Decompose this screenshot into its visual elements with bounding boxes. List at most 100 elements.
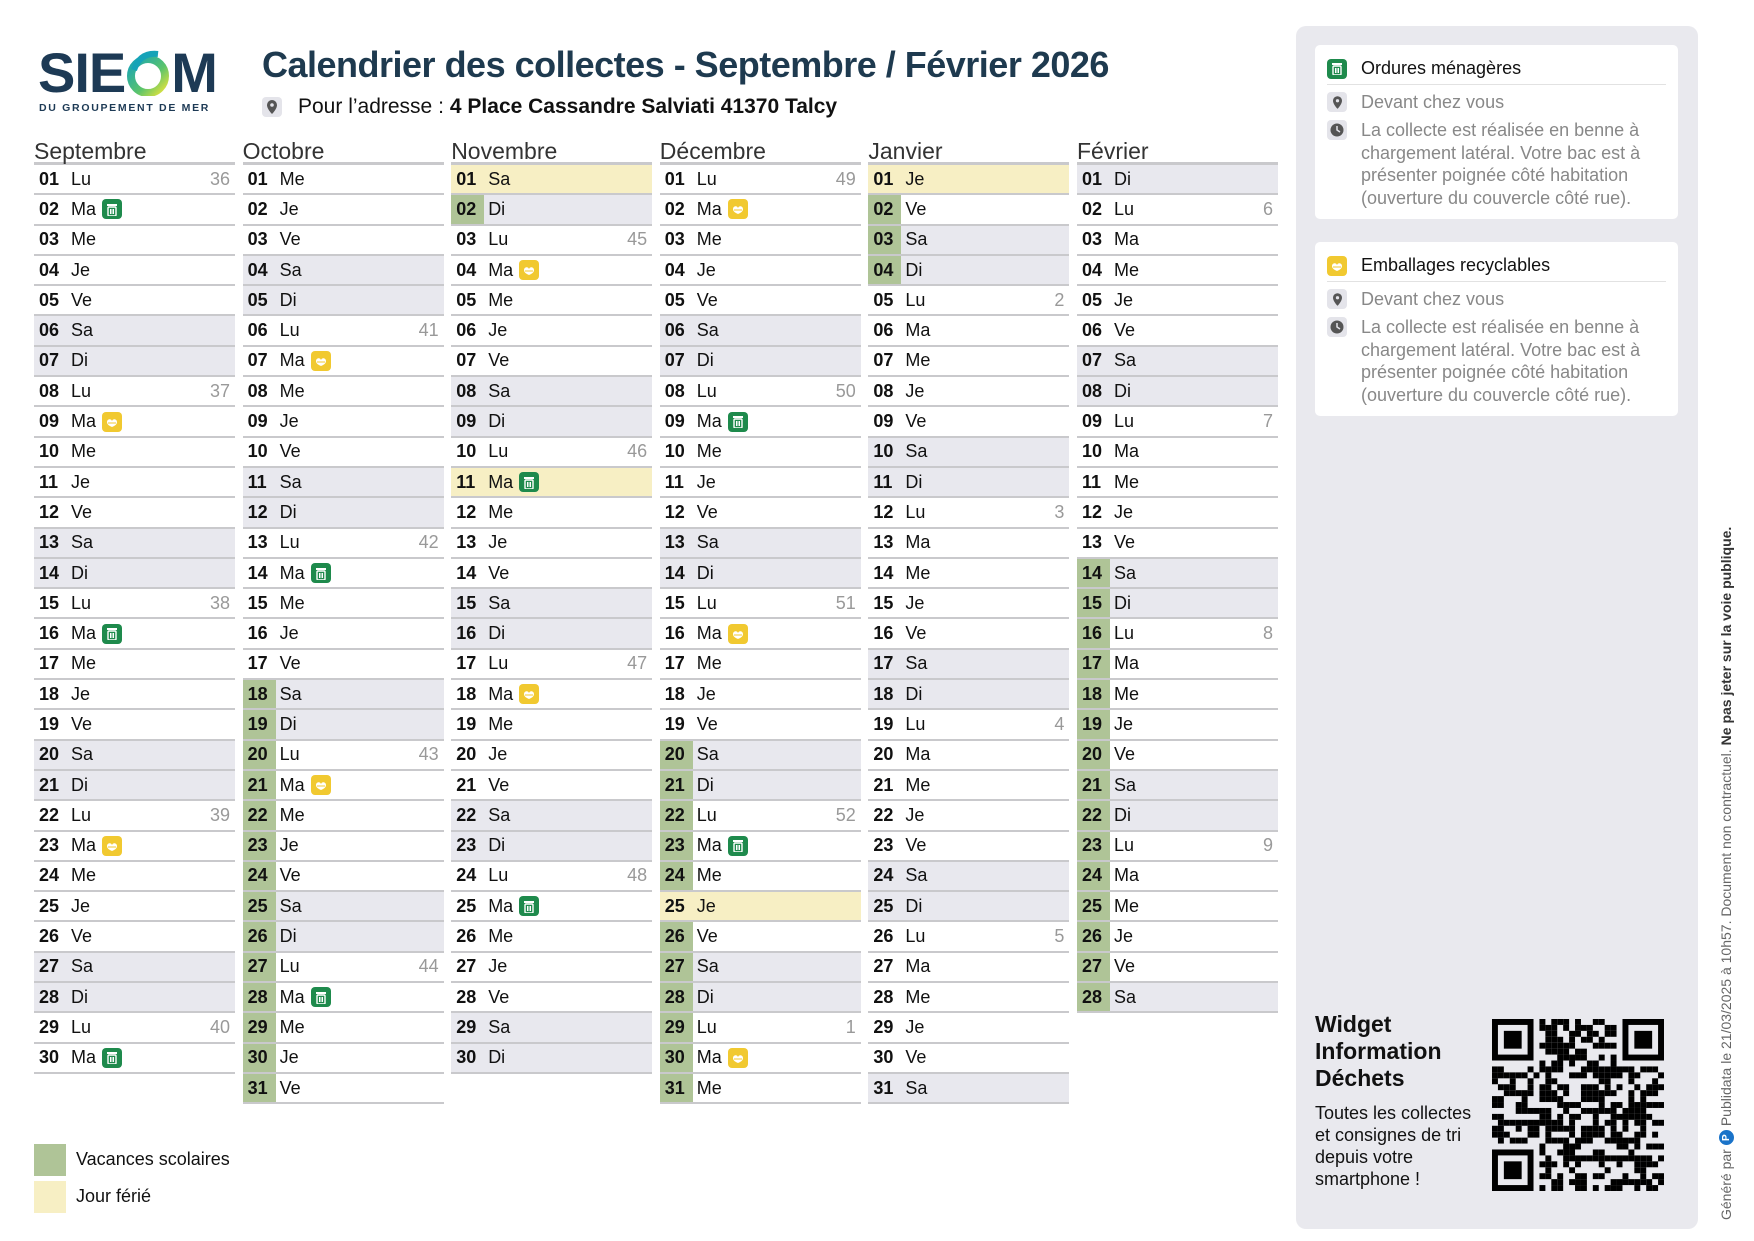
day-row: 05 Je [1077,286,1278,317]
day-number: 25 [456,895,477,916]
day-row: 09 Di [451,407,653,438]
day-number: 07 [873,350,894,371]
week-number: 43 [418,744,439,765]
day-number: 20 [873,744,894,765]
weekday-name: Sa [1114,562,1137,583]
day-number: 02 [39,198,60,219]
weekday-name: Sa [488,168,511,189]
weekday-name: Di [1114,804,1131,825]
weekday-name: Sa [905,865,928,886]
day-number: 17 [1077,649,1110,679]
day-row: 24 Ve [242,861,444,893]
day-number: 18 [456,683,477,704]
day-number: 15 [873,592,894,613]
day-number: 02 [868,195,902,224]
day-row: 14 Sa [1077,558,1278,590]
weekday-name: Di [905,895,923,916]
weekday-name: Lu [488,653,509,674]
weekday-name: Me [696,865,722,886]
week-number: 49 [835,168,856,189]
day-row: 22 Sa [451,801,653,832]
day-number: 29 [456,1016,477,1037]
day-number: 24 [456,865,477,886]
weekday-name: Me [279,168,305,189]
day-number: 26 [1077,922,1110,951]
day-number: 21 [659,770,693,800]
weekday-name: Di [488,1047,506,1068]
day-number: 28 [39,986,60,1007]
publidata-link[interactable]: Publidata [1718,1067,1734,1127]
day-number: 13 [39,532,60,553]
day-row: 26 Ve [659,922,861,953]
recycling-icon [310,775,331,796]
day-row: 19 Je [1077,710,1278,741]
day-row: 25 Sa [242,892,444,923]
day-number: 26 [456,926,477,947]
day-number: 27 [39,956,60,977]
address-label: Pour l’adresse : [298,95,444,118]
clock-icon [1327,120,1347,141]
day-row: 09 Lu 7 [1077,407,1278,438]
clock-icon [1327,317,1347,338]
day-number: 28 [1077,983,1110,1012]
day-row: 04 Di [868,255,1070,287]
day-row: 05 Di [242,286,444,317]
day-row: 25 Di [868,892,1070,923]
weekday-name: Lu [1114,623,1135,644]
day-number: 25 [242,892,276,921]
card-household-waste: Ordures ménagères Devant chez vous La co… [1315,45,1678,220]
day-number: 22 [39,804,60,825]
day-row: 28 Me [868,983,1070,1014]
day-row: 18 Je [659,680,861,711]
day-number: 29 [242,1013,276,1042]
card-title: Ordures ménagères [1361,58,1522,78]
weekday-name: Ma [488,683,514,704]
weekday-name: Ma [279,986,305,1007]
weekday-name: Ve [1114,532,1136,553]
day-row: 05 Me [451,286,653,317]
day-number: 04 [39,259,60,280]
day-number: 07 [456,350,477,371]
day-number: 20 [659,740,693,769]
day-row: 08 Je [868,377,1070,408]
weekday-name: Ve [1114,320,1136,341]
day-number: 17 [456,653,477,674]
card-location: Devant chez vous [1361,92,1505,112]
day-row: 20 Sa [659,740,861,771]
day-row: 06 Sa [34,316,235,347]
publidata-logo-icon: P [1718,1130,1734,1146]
weekday-name: Me [696,1077,722,1098]
recycling-icon [102,411,123,432]
weekday-name: Ve [279,441,301,462]
day-number: 10 [456,441,477,462]
weekday-name: Lu [71,168,92,189]
weekday-name: Ve [1114,956,1136,977]
day-row: 08 Lu 50 [659,377,861,408]
week-number: 46 [627,441,648,462]
weekday-name: Di [696,986,714,1007]
day-number: 14 [39,562,60,583]
day-row: 09 Je [242,407,444,438]
weekday-name: Ma [279,350,305,371]
day-number: 16 [873,623,894,644]
weekday-name: Ve [71,289,93,310]
weekday-name: Je [71,683,91,704]
day-row: 05 Lu 2 [868,286,1070,317]
recycling-icon [519,260,540,281]
day-row: 10 Ve [242,438,444,468]
weekday-name: Di [71,562,88,583]
day-number: 17 [247,653,268,674]
weekday-name: Je [696,683,716,704]
day-number: 11 [1082,471,1102,492]
card-info: La collecte est réalisée en benne à char… [1361,120,1641,208]
weekday-name: Me [1114,259,1140,280]
weekday-name: Me [1114,895,1140,916]
weekday-name: Ve [905,411,927,432]
day-row: 17 Ve [242,650,444,681]
weekday-name: Lu [71,1016,92,1037]
weekday-name: Me [905,562,931,583]
day-number: 12 [873,501,894,522]
qr-code[interactable] [1492,1019,1664,1191]
week-number: 4 [1054,713,1065,734]
day-row: 06 Lu 41 [242,316,444,347]
